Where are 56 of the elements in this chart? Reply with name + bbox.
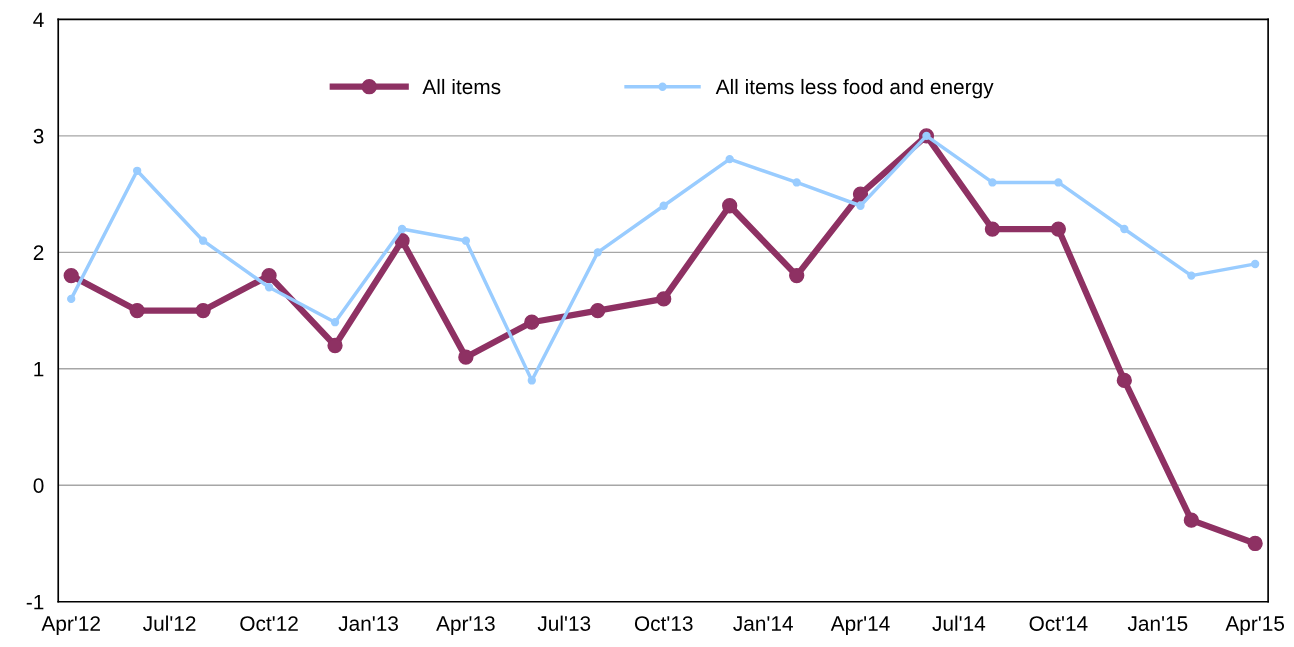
point: [1247, 535, 1263, 552]
point: [397, 224, 407, 234]
x-tick-label: Jan'15: [1127, 616, 1188, 631]
y-tick-label: 4: [33, 12, 44, 27]
y-tick-label: 1: [34, 362, 44, 377]
point: [1120, 224, 1129, 234]
point: [264, 283, 274, 292]
point: [656, 291, 672, 307]
point: [1116, 372, 1132, 389]
y-tick-label: -1: [26, 594, 44, 610]
point: [132, 166, 142, 175]
point: [330, 318, 340, 327]
x-tick-label: Apr'13: [436, 616, 495, 636]
point: [659, 201, 668, 210]
point: [852, 186, 869, 202]
point: [1050, 221, 1067, 237]
point: [590, 302, 606, 319]
point: [458, 349, 474, 365]
point: [461, 236, 471, 245]
point: [593, 248, 602, 257]
point: [988, 178, 997, 187]
x-tick-label: Jan'14: [733, 616, 793, 631]
point: [129, 302, 145, 319]
point: [527, 376, 536, 385]
point: [1187, 271, 1196, 280]
point: [725, 154, 734, 164]
point: [195, 302, 211, 319]
y-tick-label: 0: [33, 478, 44, 493]
point: [984, 221, 1001, 237]
x-tick-label: Jul'14: [932, 615, 986, 631]
x-tick-label: Jan'13: [338, 616, 398, 631]
x-tick-label: Apr'14: [830, 616, 890, 636]
legend-label: All items: [422, 78, 501, 95]
point: [722, 198, 738, 214]
point: [856, 201, 865, 210]
y-tick-label: 2: [33, 245, 44, 260]
point: [261, 267, 277, 284]
point: [327, 337, 343, 354]
y-tick-label: 3: [33, 128, 44, 144]
point: [1183, 512, 1199, 528]
x-tick-label: Jul'13: [537, 615, 591, 631]
point: [67, 294, 76, 304]
x-tick-label: Oct'14: [1029, 616, 1088, 631]
point: [524, 314, 540, 330]
x-tick-label: Apr'12: [41, 616, 100, 636]
x-tick-label: Oct'12: [240, 616, 298, 631]
point: [198, 236, 208, 245]
point: [792, 178, 801, 187]
x-tick-label: Oct'13: [634, 616, 693, 631]
x-tick-label: Apr'15: [1225, 616, 1285, 636]
point: [1250, 259, 1260, 269]
point: [789, 267, 805, 284]
x-tick-label: Jul'12: [143, 615, 196, 631]
legend-label: All items less food and energy: [715, 78, 994, 99]
point: [63, 267, 79, 284]
point: [1054, 178, 1063, 187]
